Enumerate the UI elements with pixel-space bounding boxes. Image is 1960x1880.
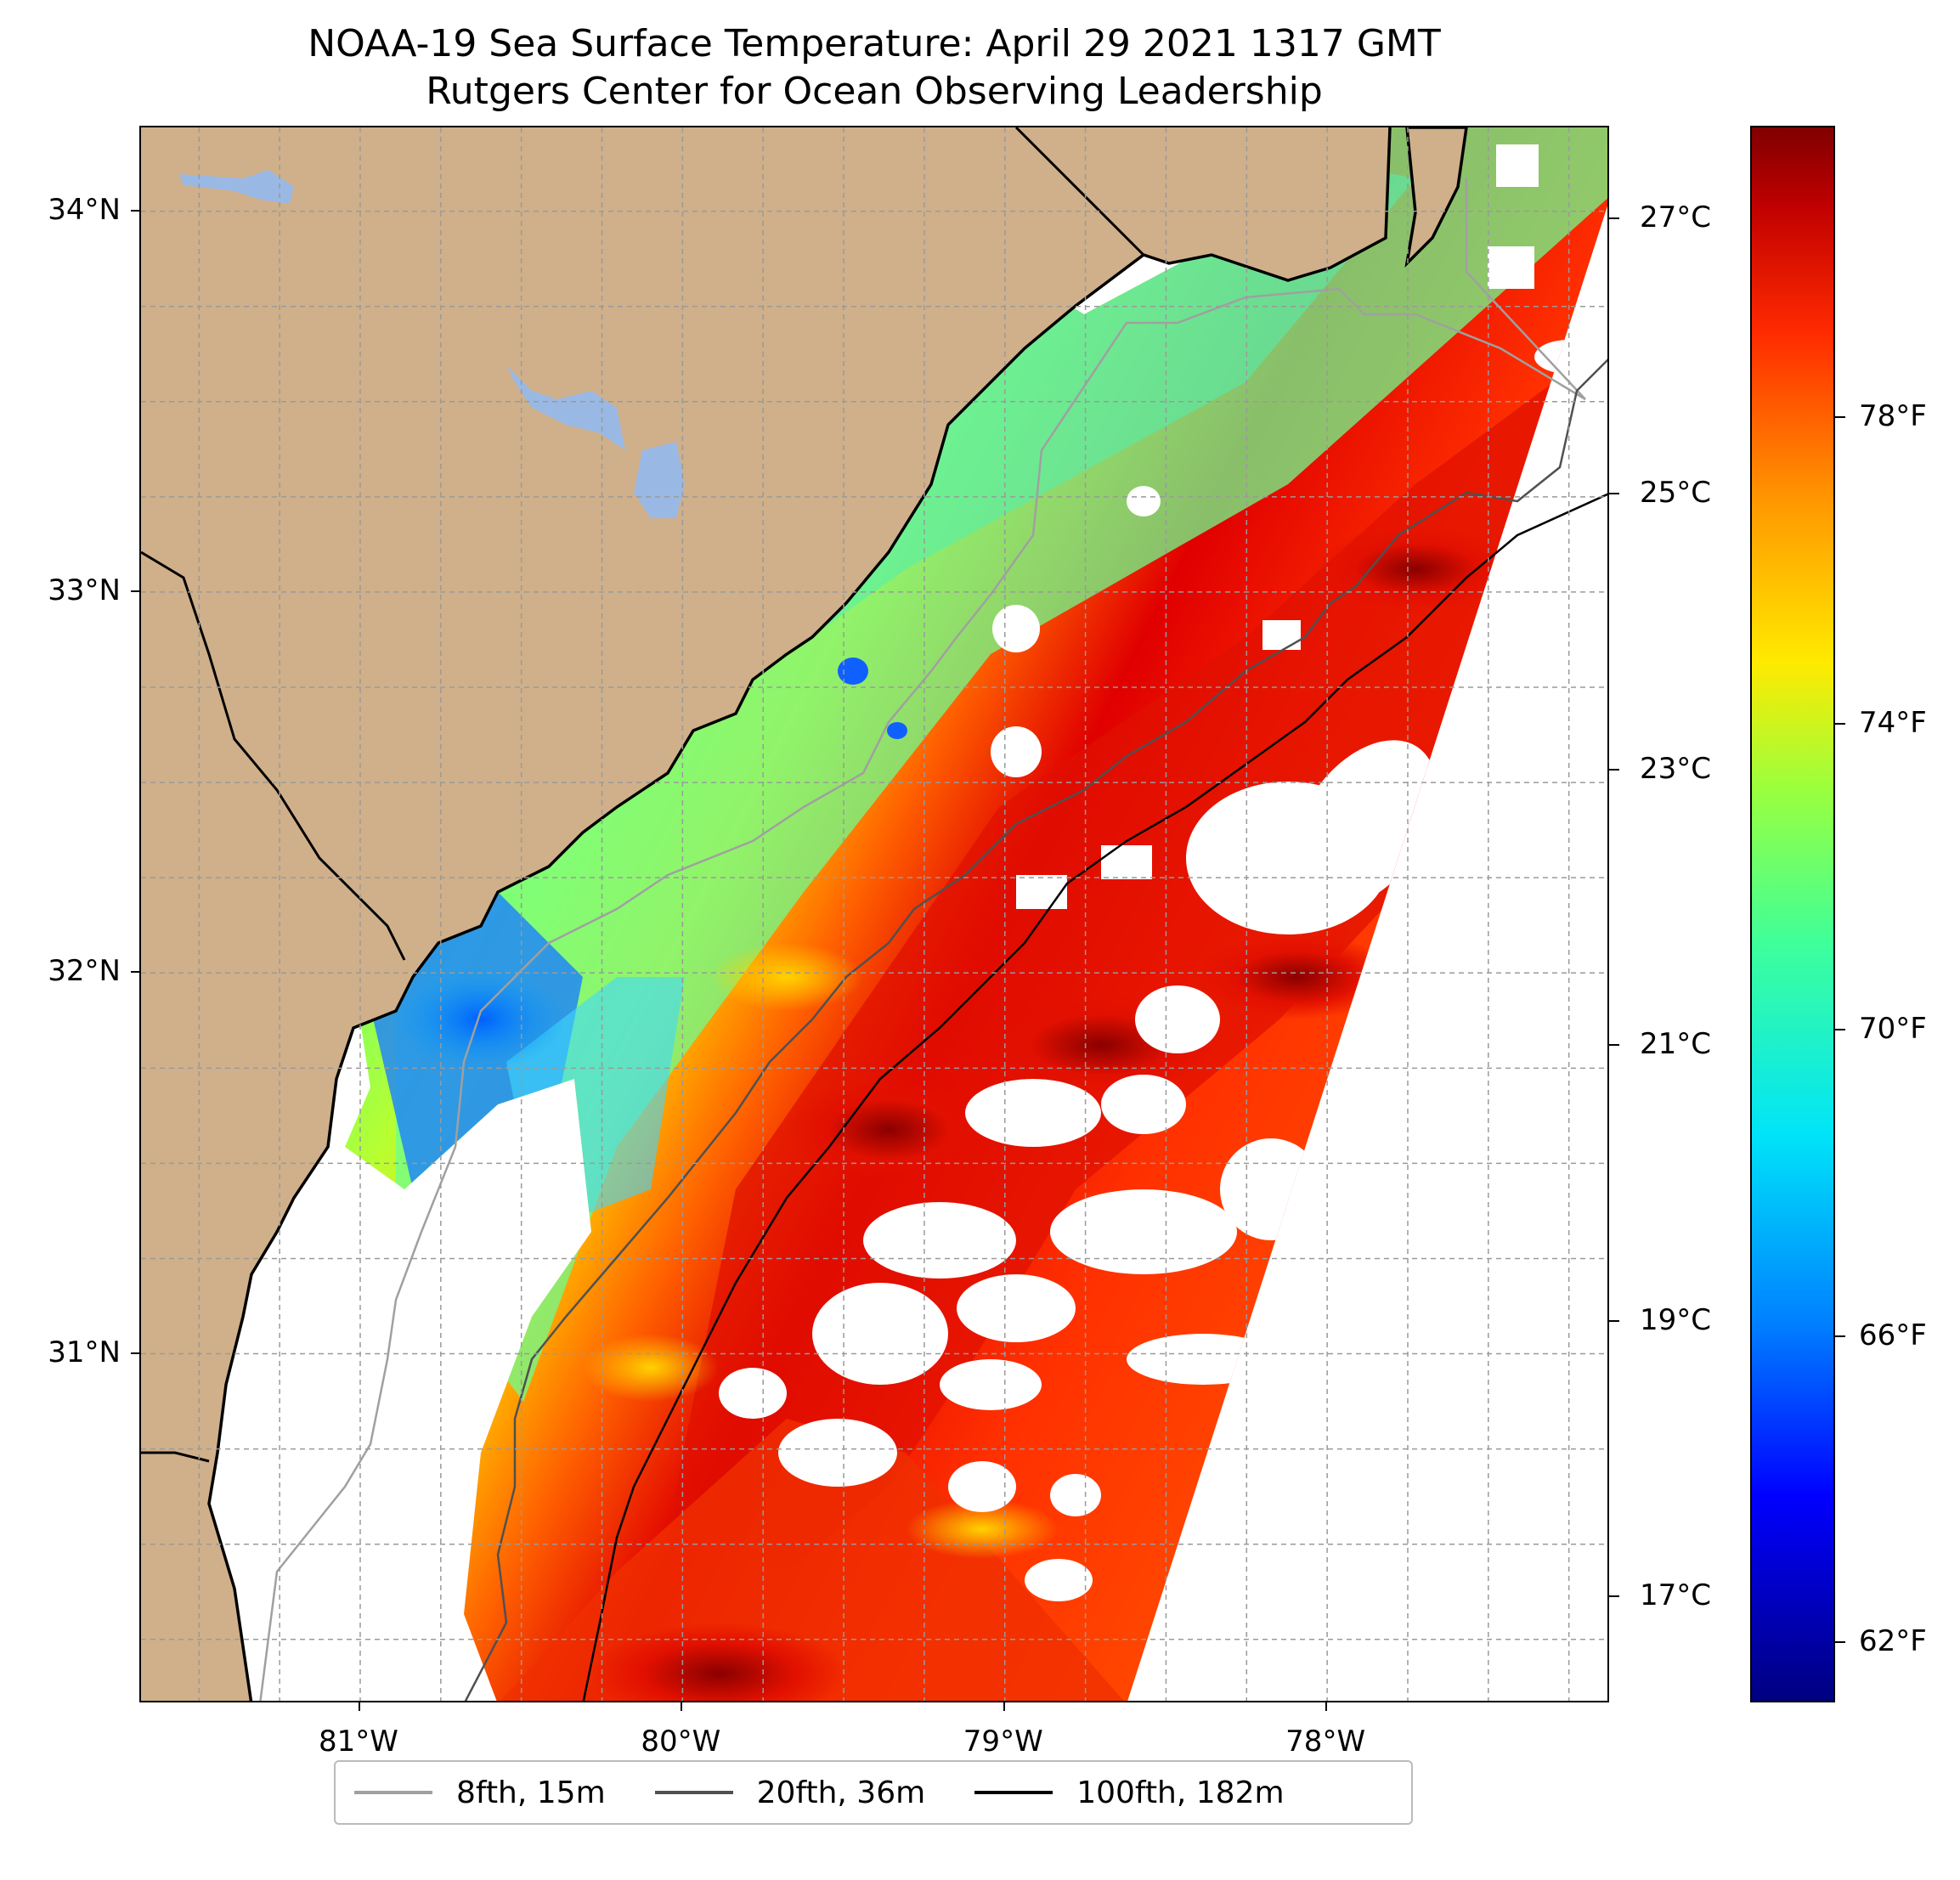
lon-tick-mark [358, 1702, 360, 1711]
colorbar-tick-c [1609, 1319, 1619, 1322]
lon-tick-label: 78°W [1285, 1725, 1366, 1759]
map-canvas [141, 127, 1607, 1701]
title-line-2: Rutgers Center for Ocean Observing Leade… [426, 70, 1323, 113]
land [141, 127, 1466, 1701]
legend: 8fth, 15m 20fth, 36m 100fth, 182m [334, 1760, 1413, 1825]
colorbar-label-c: 23°C [1640, 751, 1712, 786]
lat-tick-label: 34°N [48, 192, 121, 227]
legend-line-15m [354, 1791, 432, 1794]
colorbar-tick-c [1609, 1595, 1619, 1597]
isobaths [259, 178, 1607, 1701]
legend-line-36m [654, 1791, 733, 1794]
legend-item-36m: 20fth, 36m [654, 1775, 926, 1810]
colorbar [1750, 126, 1835, 1702]
map-panel[interactable] [139, 126, 1609, 1702]
lon-tick-label: 79°W [963, 1725, 1043, 1759]
chart-title: NOAA-19 Sea Surface Temperature: April 2… [139, 20, 1609, 116]
colorbar-tick-f [1835, 1640, 1845, 1643]
coastline [207, 127, 1392, 1701]
legend-item-15m: 8fth, 15m [354, 1776, 606, 1810]
colorbar-tick-c [1609, 217, 1619, 220]
colorbar-label-f: 62°F [1859, 1623, 1927, 1658]
colorbar-tick-f [1835, 1029, 1845, 1031]
lat-tick-label: 31°N [48, 1335, 121, 1369]
colorbar-label-c: 17°C [1640, 1578, 1712, 1612]
colorbar-label-f: 74°F [1859, 705, 1927, 740]
title-line-1: NOAA-19 Sea Surface Temperature: April 2… [308, 22, 1441, 65]
lat-tick-mark [131, 971, 139, 974]
colorbar-tick-c [1609, 493, 1619, 495]
isobath-182m [582, 493, 1607, 1701]
lat-tick-label: 33°N [48, 573, 121, 607]
lat-tick-mark [131, 209, 139, 212]
colorbar-tick-c [1609, 1044, 1619, 1047]
colorbar-label-c: 27°C [1640, 200, 1712, 235]
legend-line-182m [974, 1791, 1053, 1794]
isobath-36m [464, 358, 1607, 1701]
colorbar-label-c: 19°C [1640, 1302, 1712, 1337]
lon-tick-mark [681, 1702, 683, 1711]
colorbar-label-c: 25°C [1640, 476, 1712, 511]
colorbar-tick-f [1835, 1335, 1845, 1337]
legend-label-182m: 100fth, 182m [1076, 1775, 1285, 1810]
lat-tick-mark [131, 1352, 139, 1354]
colorbar-tick-f [1835, 416, 1845, 419]
boundaries [141, 127, 1145, 1463]
legend-label-15m: 8fth, 15m [456, 1775, 606, 1810]
colorbar-label-f: 70°F [1859, 1012, 1927, 1047]
lon-tick-label: 80°W [641, 1725, 721, 1759]
legend-item-182m: 100fth, 182m [974, 1775, 1285, 1810]
colorbar-tick-f [1835, 722, 1845, 725]
isobath-15m [259, 178, 1586, 1701]
lat-tick-label: 32°N [48, 954, 121, 989]
lon-tick-mark [1325, 1702, 1328, 1711]
colorbar-label-f: 78°F [1859, 399, 1927, 434]
colorbar-label-f: 66°F [1859, 1318, 1927, 1352]
lon-tick-mark [1003, 1702, 1005, 1711]
lat-tick-mark [131, 590, 139, 592]
map-grid [141, 127, 1607, 1701]
lakes [179, 170, 685, 518]
legend-label-36m: 20fth, 36m [756, 1775, 926, 1810]
colorbar-tick-c [1609, 768, 1619, 771]
lon-tick-label: 81°W [319, 1725, 398, 1759]
colorbar-label-c: 21°C [1640, 1027, 1712, 1062]
